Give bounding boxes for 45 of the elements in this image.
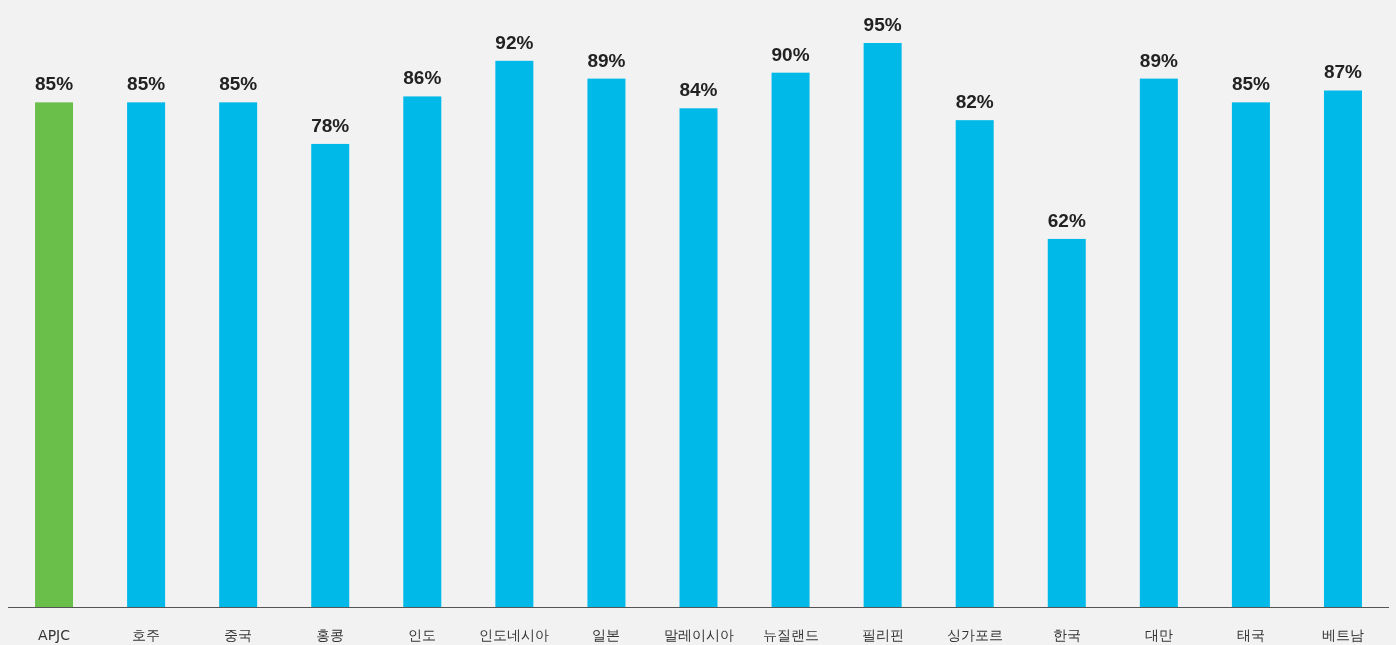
data-label: 87% — [1323, 61, 1363, 83]
x-tick-label: 홍콩 — [316, 627, 345, 643]
data-label: 78% — [311, 114, 350, 136]
data-label: 85% — [127, 73, 166, 95]
x-tick-label: 필리핀 — [861, 627, 904, 643]
x-tick-label: 말레이시아 — [663, 627, 734, 643]
bar — [35, 102, 74, 607]
data-label: 85% — [1231, 73, 1271, 95]
bar — [771, 72, 810, 607]
bar — [863, 43, 902, 607]
bar — [1323, 90, 1362, 607]
bar — [403, 96, 442, 607]
x-tick-label: 인도네시아 — [479, 627, 550, 643]
data-label: 89% — [587, 49, 626, 71]
x-tick-label: 중국 — [224, 627, 253, 643]
x-tick-label: 한국 — [1052, 627, 1081, 643]
x-tick-label: 일본 — [592, 627, 621, 643]
data-label: 95% — [863, 14, 902, 35]
data-label: 89% — [1139, 49, 1178, 71]
bar — [1139, 78, 1178, 607]
data-label: 92% — [495, 31, 534, 53]
bar — [219, 102, 258, 607]
bar — [1231, 102, 1270, 607]
bar — [1047, 238, 1086, 607]
data-label: 84% — [679, 79, 718, 101]
bar — [495, 60, 534, 607]
x-tick-label: 뉴질랜드 — [762, 627, 819, 643]
data-label: 90% — [771, 43, 810, 65]
data-label: 62% — [1047, 209, 1086, 231]
data-label: 85% — [219, 73, 258, 95]
x-tick-label: 대만 — [1144, 627, 1173, 643]
x-tick-label: 베트남 — [1321, 627, 1364, 643]
bar — [955, 120, 994, 607]
bar — [127, 102, 166, 607]
x-tick-label: 호주 — [132, 627, 161, 643]
bar — [311, 143, 350, 607]
x-tick-label: APJC — [38, 627, 71, 643]
bar — [679, 108, 718, 607]
data-label: 86% — [403, 67, 442, 89]
x-tick-label: 인도 — [408, 627, 437, 643]
data-label: 85% — [35, 73, 74, 95]
data-label: 82% — [955, 91, 994, 113]
x-tick-label: 태국 — [1236, 627, 1265, 643]
x-tick-label: 싱가포르 — [946, 627, 1003, 643]
bar — [587, 78, 626, 607]
